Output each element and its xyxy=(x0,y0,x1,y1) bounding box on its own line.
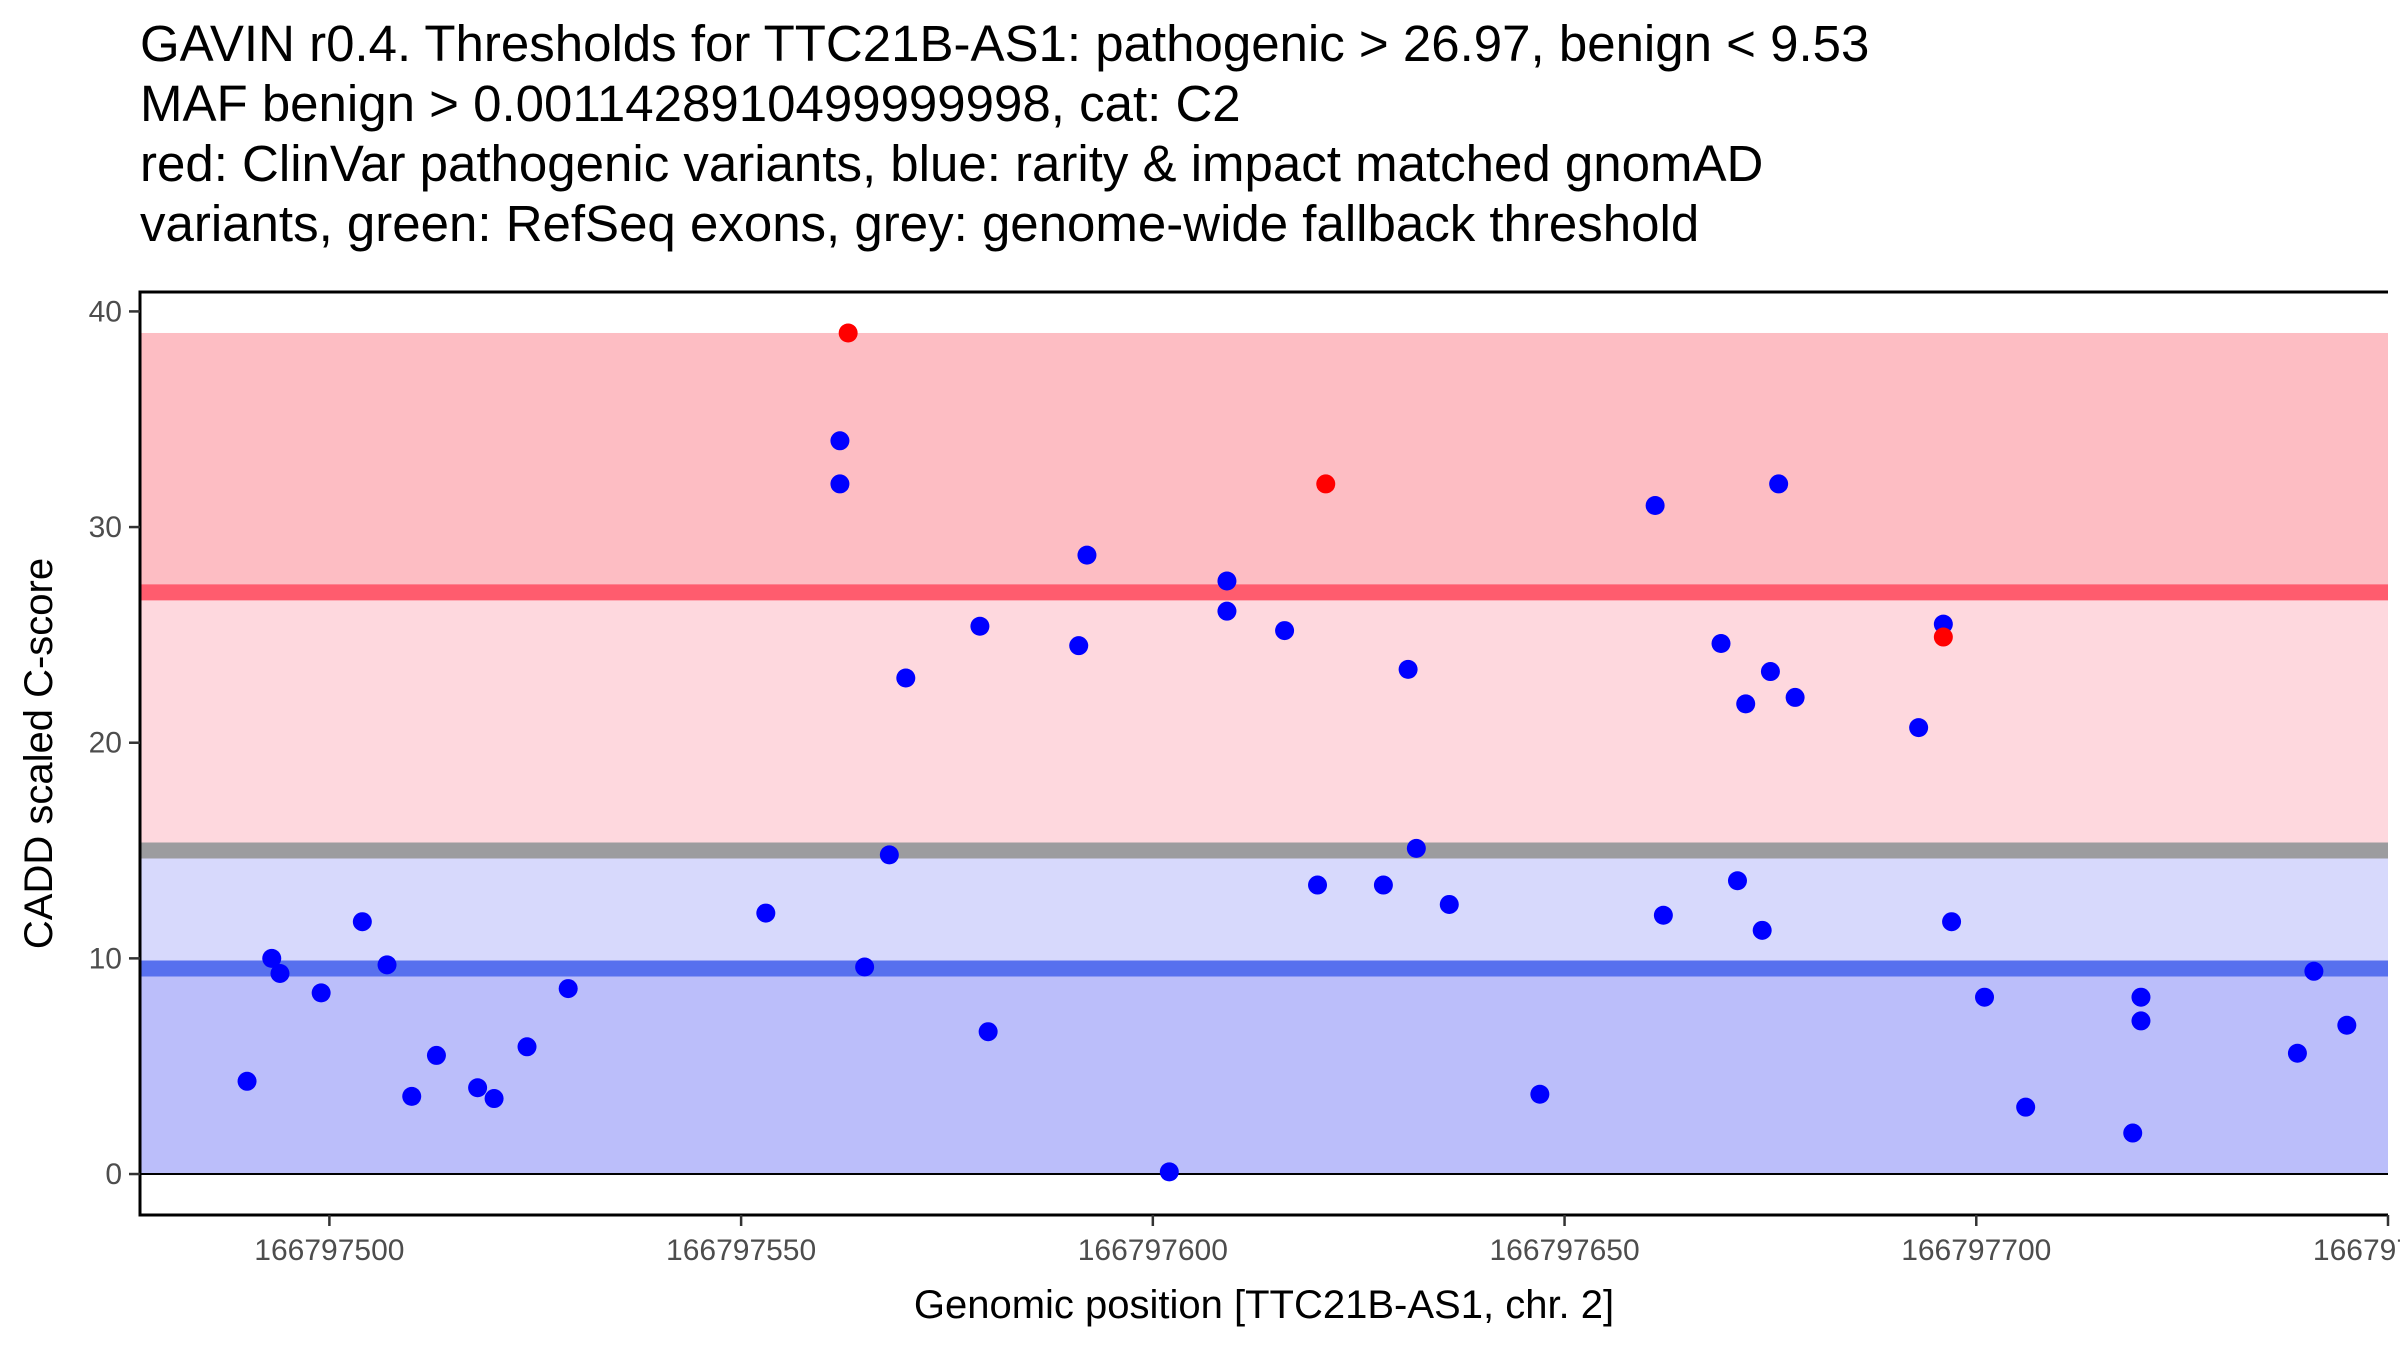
gnomad-point xyxy=(558,979,578,999)
gnomad-point xyxy=(1653,905,1673,925)
gnomad-point xyxy=(855,957,875,977)
gnomad-point xyxy=(426,1045,446,1065)
gnomad-point xyxy=(970,616,990,636)
gnomad-point xyxy=(1530,1084,1550,1104)
gnomad-point xyxy=(270,963,290,983)
band-intermediate-benign xyxy=(140,850,2388,969)
gnomad-point xyxy=(830,431,850,451)
axes xyxy=(138,290,2388,1217)
gnomad-point xyxy=(1069,636,1089,656)
y-tick-label: 10 xyxy=(89,942,122,975)
gnomad-point xyxy=(1077,545,1097,565)
title-line-3: red: ClinVar pathogenic variants, blue: … xyxy=(140,135,1764,192)
gnomad-point xyxy=(402,1086,422,1106)
gnomad-point xyxy=(1975,987,1995,1007)
gnomad-point xyxy=(2287,1043,2307,1063)
gnomad-point xyxy=(2131,987,2151,1007)
y-tick-label: 20 xyxy=(89,727,122,760)
threshold-lines xyxy=(140,584,2388,977)
x-tick-label: 166797750 xyxy=(2313,1234,2400,1267)
gnomad-point xyxy=(468,1078,488,1098)
gnomad-point xyxy=(2337,1015,2357,1035)
gnomad-point xyxy=(1909,718,1929,738)
band-pathogenic xyxy=(140,332,2388,593)
gnomad-point xyxy=(1711,634,1731,654)
x-tick-label: 166797600 xyxy=(1078,1234,1228,1267)
gnomad-point xyxy=(1645,495,1665,515)
gnomad-point xyxy=(1727,871,1747,891)
title-line-1: GAVIN r0.4. Thresholds for TTC21B-AS1: p… xyxy=(140,15,1870,72)
threshold-bands xyxy=(140,332,2388,1175)
gnomad-point xyxy=(1217,601,1237,621)
data-points xyxy=(237,323,2357,1182)
gnomad-point xyxy=(2131,1011,2151,1031)
gnomad-point xyxy=(262,948,282,968)
clinvar-point xyxy=(1316,474,1336,494)
y-tick-label: 0 xyxy=(105,1158,122,1191)
gnomad-point xyxy=(311,983,331,1003)
gnomad-point xyxy=(1769,474,1789,494)
gnomad-point xyxy=(978,1022,998,1042)
gnomad-point xyxy=(1752,920,1772,940)
x-tick-label: 166797550 xyxy=(666,1234,816,1267)
gnomad-point xyxy=(1373,875,1393,895)
chart-title: GAVIN r0.4. Thresholds for TTC21B-AS1: p… xyxy=(140,14,1869,254)
gnomad-point xyxy=(377,955,397,975)
gnomad-point xyxy=(237,1071,257,1091)
gnomad-point xyxy=(1785,687,1805,707)
band-intermediate-pathogenic xyxy=(140,592,2388,851)
gnomad-point xyxy=(1406,838,1426,858)
gnomad-point xyxy=(830,474,850,494)
title-line-2: MAF benign > 0.0011428910499999998, cat:… xyxy=(140,75,1241,132)
title-line-4: variants, green: RefSeq exons, grey: gen… xyxy=(140,195,1700,252)
gnomad-point xyxy=(1308,875,1328,895)
gnomad-point xyxy=(1942,912,1962,932)
gnomad-point xyxy=(352,912,372,932)
gnomad-point xyxy=(1760,662,1780,682)
gnomad-point xyxy=(1736,694,1756,714)
x-axis-title: Genomic position [TTC21B-AS1, chr. 2] xyxy=(914,1283,1614,1327)
gnomad-point xyxy=(484,1089,504,1109)
gnomad-point xyxy=(1217,571,1237,591)
gnomad-point xyxy=(756,903,776,923)
y-tick-label: 40 xyxy=(89,295,122,328)
gnomad-point xyxy=(1159,1162,1179,1182)
y-tick-label: 30 xyxy=(89,511,122,544)
gnomad-point xyxy=(1398,659,1418,679)
gnomad-point xyxy=(896,668,916,688)
gnomad-point xyxy=(2123,1123,2143,1143)
gnomad-point xyxy=(879,845,899,865)
gnomad-point xyxy=(1439,894,1459,914)
x-tick-label: 166797500 xyxy=(254,1234,404,1267)
gnomad-point xyxy=(1275,621,1295,641)
gnomad-point xyxy=(2016,1097,2036,1117)
x-tick-label: 166797700 xyxy=(1901,1234,2051,1267)
band-benign xyxy=(140,968,2388,1175)
clinvar-point xyxy=(838,323,858,343)
clinvar-point xyxy=(1933,627,1953,647)
y-axis-ticks: 0 10 20 30 40 xyxy=(89,295,140,1191)
gnomad-point xyxy=(517,1037,537,1057)
x-tick-label: 166797650 xyxy=(1489,1234,1639,1267)
y-axis-title: CADD scaled C-score xyxy=(17,558,61,949)
gnomad-point xyxy=(2304,961,2324,981)
x-axis-ticks: 166797500 166797550 166797600 166797650 1667… xyxy=(254,1215,2400,1267)
